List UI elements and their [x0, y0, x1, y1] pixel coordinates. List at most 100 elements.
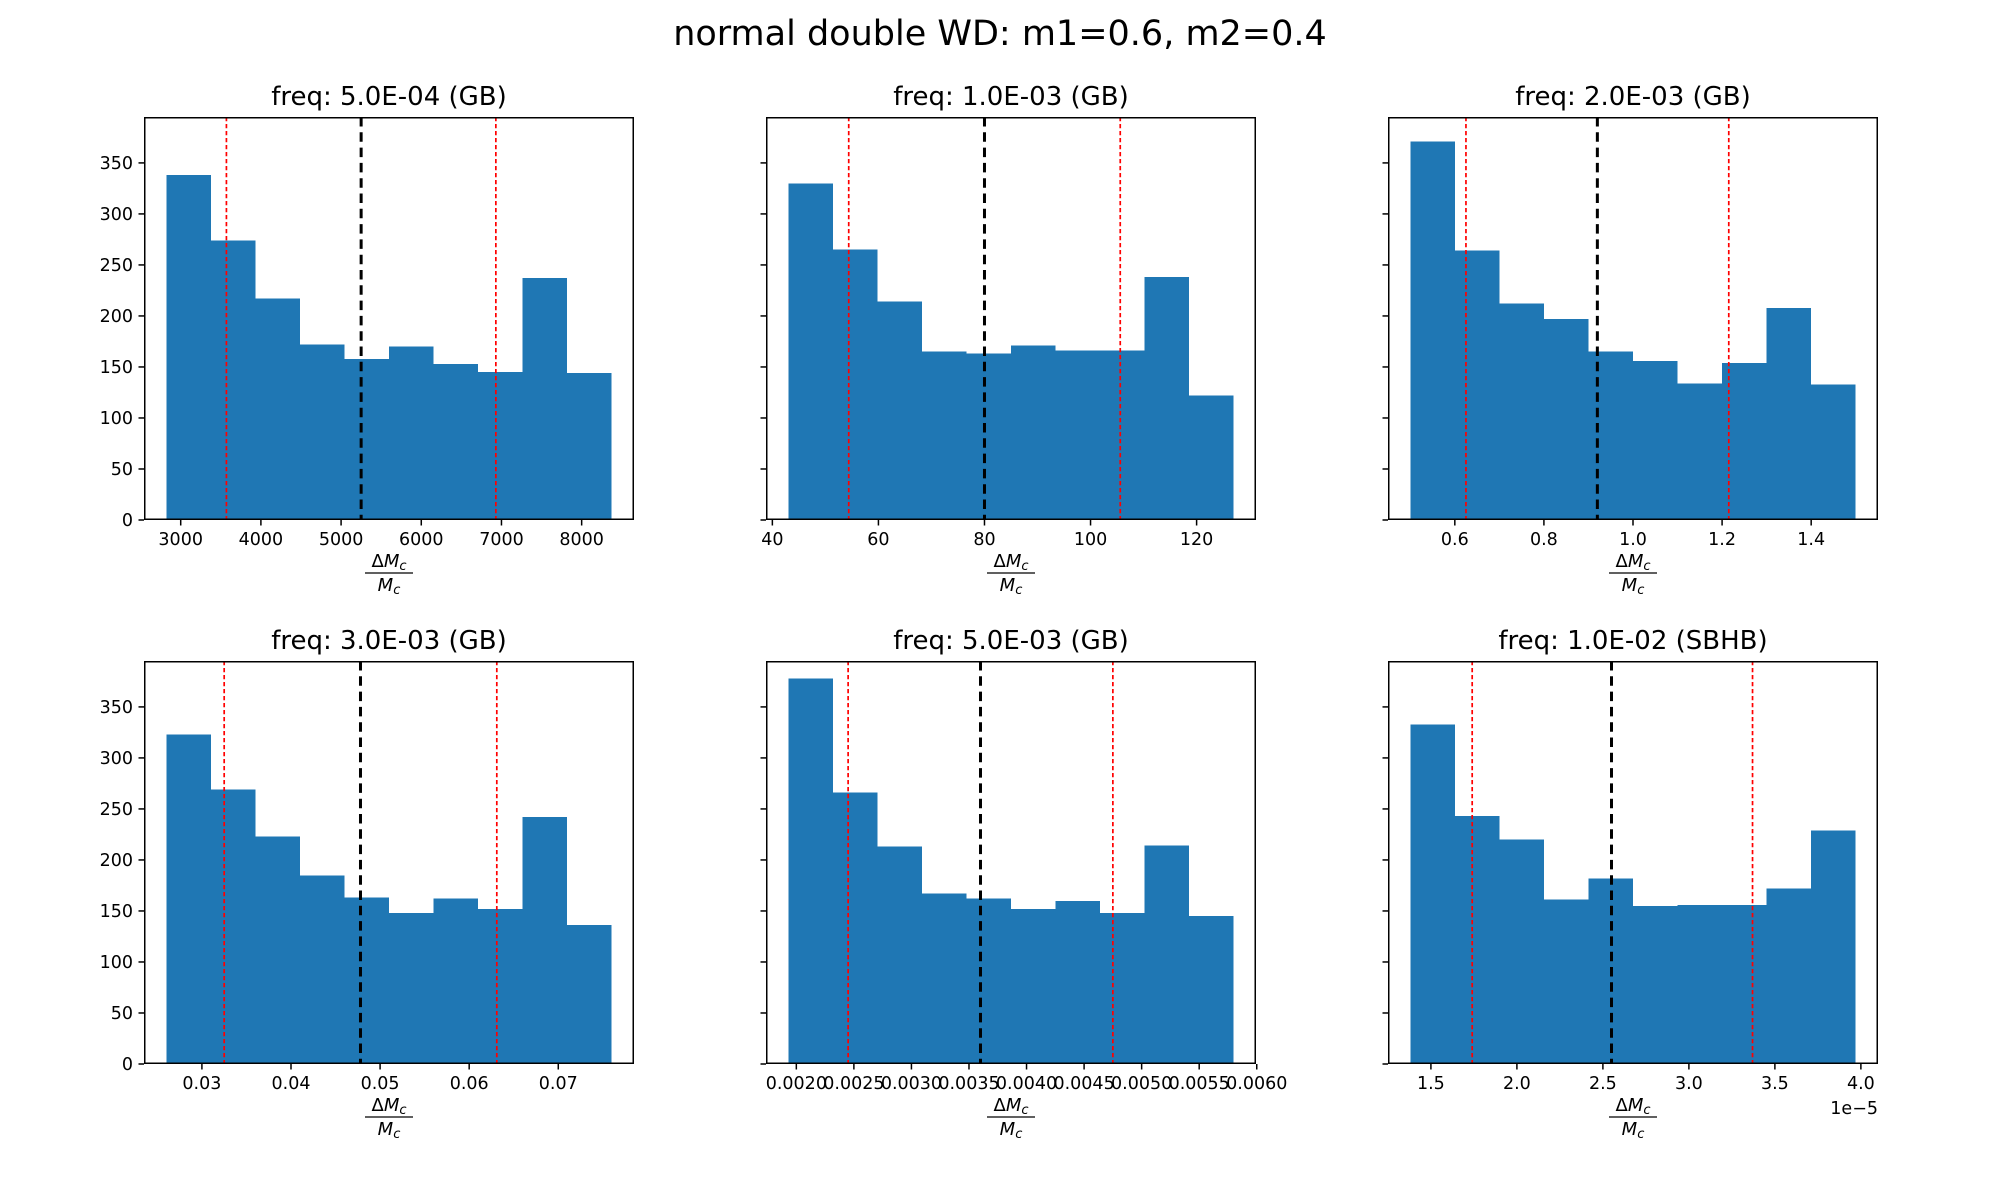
histogram-bar	[1189, 916, 1234, 1064]
subplot-title: freq: 1.0E-03 (GB)	[893, 82, 1129, 112]
histogram-bar	[344, 358, 389, 520]
x-tick-label: 0.04	[272, 1074, 311, 1094]
x-tick-label: 0.0060	[1226, 1074, 1287, 1094]
x-tick-label: 0.0020	[766, 1074, 827, 1094]
histogram-bar	[522, 817, 568, 1064]
histogram-bar	[255, 836, 300, 1064]
x-tick-label: 0.8	[1530, 530, 1558, 550]
x-axis-label-numerator: ΔMc	[1615, 1095, 1650, 1118]
subplot-title: freq: 5.0E-03 (GB)	[893, 626, 1129, 656]
histogram-bar	[788, 678, 833, 1064]
histogram-bar	[1454, 816, 1500, 1064]
histogram-bar	[1677, 383, 1723, 520]
y-tick-label: 200	[100, 307, 133, 327]
x-tick-label: 4.0	[1847, 1074, 1875, 1094]
x-tick-label: 1.2	[1708, 530, 1736, 550]
x-tick-label: 0.05	[361, 1074, 400, 1094]
y-tick-label: 300	[100, 749, 133, 769]
axes-spines	[144, 117, 634, 520]
x-tick-label: 7000	[479, 530, 524, 550]
x-tick-label: 100	[1074, 530, 1107, 550]
y-tick-label: 350	[100, 154, 133, 174]
y-tick-label: 0	[122, 511, 133, 531]
x-tick-label: 0.0035	[938, 1074, 999, 1094]
histogram-bar	[1588, 351, 1633, 520]
histogram-bar	[877, 846, 922, 1064]
histogram-bar	[1499, 303, 1544, 520]
x-tick-label: 3.5	[1761, 1074, 1789, 1094]
y-tick-label: 50	[111, 460, 133, 480]
y-tick-label: 150	[100, 358, 133, 378]
histogram-bar	[433, 898, 479, 1064]
x-axis-label-denominator: Mc	[378, 1119, 401, 1142]
histogram-bar	[1454, 250, 1500, 520]
histogram-bar	[877, 301, 922, 520]
x-tick-label: 120	[1180, 530, 1213, 550]
histogram-bar	[433, 363, 479, 520]
histogram-bar	[522, 278, 568, 520]
histogram-bar	[1499, 839, 1544, 1064]
histogram-bar	[567, 373, 612, 520]
x-axis-label-denominator: Mc	[1622, 575, 1645, 598]
histogram-bar	[966, 353, 1011, 520]
histogram-axes: 3000 4000 5000 6000 7000 8000 0 50 100 150 200 250 3…	[100, 117, 634, 598]
y-tick-label: 200	[100, 851, 133, 871]
histogram-bar	[389, 913, 434, 1064]
x-tick-label: 0.0055	[1169, 1074, 1230, 1094]
x-tick-label: 0.07	[539, 1074, 578, 1094]
x-axis-label-numerator: ΔMc	[993, 551, 1028, 574]
y-tick-label: 100	[100, 409, 133, 429]
histogram-bar	[567, 925, 612, 1064]
x-axis-label-denominator: Mc	[1000, 575, 1023, 598]
histogram-bar	[921, 351, 967, 520]
histogram-bar	[344, 897, 389, 1064]
histogram-bar	[1766, 307, 1812, 520]
histogram-bar	[389, 346, 434, 520]
histogram-bar	[1410, 141, 1455, 520]
x-tick-label: 0.6	[1441, 530, 1469, 550]
x-tick-label: 8000	[559, 530, 604, 550]
histogram-bar	[166, 734, 211, 1064]
histogram-bar	[1011, 345, 1056, 520]
x-axis-label-numerator: ΔMc	[1615, 551, 1650, 574]
x-tick-label: 60	[867, 530, 889, 550]
histogram-bar	[210, 240, 256, 520]
y-tick-label: 50	[111, 1004, 133, 1024]
axes-spines	[144, 661, 634, 1064]
y-tick-label: 250	[100, 256, 133, 276]
histogram-bar	[1055, 900, 1101, 1064]
histogram-bar	[832, 792, 878, 1064]
histogram-bar	[1677, 904, 1723, 1064]
y-tick-label: 150	[100, 902, 133, 922]
subplot-title: freq: 2.0E-03 (GB)	[1515, 82, 1751, 112]
histogram-bar	[1144, 845, 1190, 1064]
x-tick-label: 3000	[158, 530, 203, 550]
histogram-bar	[1766, 888, 1812, 1064]
histogram-bar	[1100, 350, 1145, 520]
histogram-bar	[1543, 319, 1589, 520]
histogram-bar	[966, 898, 1011, 1064]
histogram-bar	[1811, 384, 1856, 520]
histogram-bar	[1633, 905, 1678, 1064]
histogram-bar	[478, 908, 523, 1064]
histogram-bar	[1410, 724, 1455, 1064]
x-tick-label: 1.5	[1417, 1074, 1445, 1094]
histogram-bar	[299, 344, 345, 520]
x-axis-label-denominator: Mc	[1000, 1119, 1023, 1142]
x-tick-label: 2.0	[1503, 1074, 1531, 1094]
x-tick-label: 0.06	[450, 1074, 489, 1094]
y-tick-label: 250	[100, 800, 133, 820]
histogram-bar	[1633, 360, 1678, 520]
x-tick-label: 0.0030	[881, 1074, 942, 1094]
histogram-bar	[478, 372, 523, 520]
subplot-title: freq: 3.0E-03 (GB)	[271, 626, 507, 656]
axes-spines	[766, 661, 1256, 1064]
x-tick-label: 4000	[239, 530, 284, 550]
histogram-bar	[788, 183, 833, 520]
histogram-bar	[255, 298, 300, 520]
histogram-bar	[1144, 277, 1190, 520]
x-axis-offset-text: 1e−5	[1830, 1099, 1878, 1119]
histogram-axes: 0.00200.00250.00300.00350.00400.00450.00…	[760, 661, 1287, 1142]
